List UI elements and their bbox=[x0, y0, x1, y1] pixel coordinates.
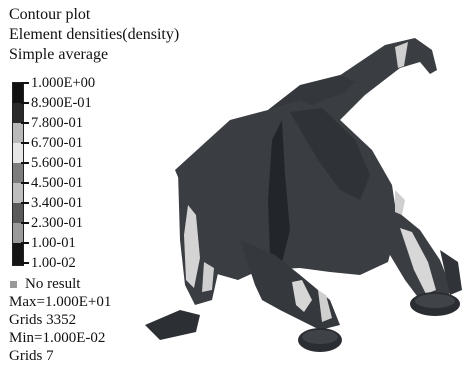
legend-label: 7.800-01 bbox=[31, 115, 83, 131]
legend-tick bbox=[21, 142, 29, 144]
plot-result-type: Element densities(density) bbox=[9, 26, 180, 43]
legend-tick bbox=[21, 122, 29, 124]
legend-tick bbox=[21, 222, 29, 224]
legend-label: 1.00-01 bbox=[31, 235, 76, 251]
legend-label: 1.00-02 bbox=[31, 255, 76, 271]
legend-label: 5.600-01 bbox=[31, 155, 83, 171]
legend-tick bbox=[21, 242, 29, 244]
plot-title: Contour plot bbox=[9, 6, 91, 23]
legend-tick bbox=[21, 162, 29, 164]
model-front-leg bbox=[240, 240, 340, 330]
legend-label: 6.700-01 bbox=[31, 135, 83, 151]
legend-label: 1.000E+00 bbox=[31, 75, 96, 91]
max-value: Max=1.000E+01 bbox=[9, 294, 112, 310]
legend-label: 3.400-01 bbox=[31, 195, 83, 211]
plot-averaging-method: Simple average bbox=[9, 46, 109, 63]
legend-label: 4.500-01 bbox=[31, 175, 83, 191]
legend-label: 2.300-01 bbox=[31, 215, 83, 231]
contour-legend: 1.000E+00 8.900E-01 7.800-01 6.700-01 5.… bbox=[9, 75, 149, 273]
no-result-entry: No result bbox=[9, 275, 111, 293]
max-grid-id: Grids 3352 bbox=[9, 312, 77, 328]
legend-tick bbox=[21, 262, 29, 264]
model-foot-left bbox=[145, 310, 200, 340]
plot-caption: Contour plot Element densities(density) … bbox=[9, 5, 179, 65]
result-statistics: No result Max=1.000E+01 Grids 3352 Min=1… bbox=[9, 275, 111, 365]
legend-tick bbox=[21, 102, 29, 104]
min-grid-id: Grids 7 bbox=[9, 348, 54, 364]
no-result-label: No result bbox=[25, 276, 81, 292]
legend-label: 8.900E-01 bbox=[31, 95, 92, 111]
no-result-swatch-icon bbox=[10, 280, 17, 288]
min-value: Min=1.000E-02 bbox=[9, 330, 106, 346]
legend-tick bbox=[21, 182, 29, 184]
legend-color-bar bbox=[12, 82, 24, 266]
legend-tick bbox=[21, 202, 29, 204]
legend-tick bbox=[21, 82, 29, 84]
